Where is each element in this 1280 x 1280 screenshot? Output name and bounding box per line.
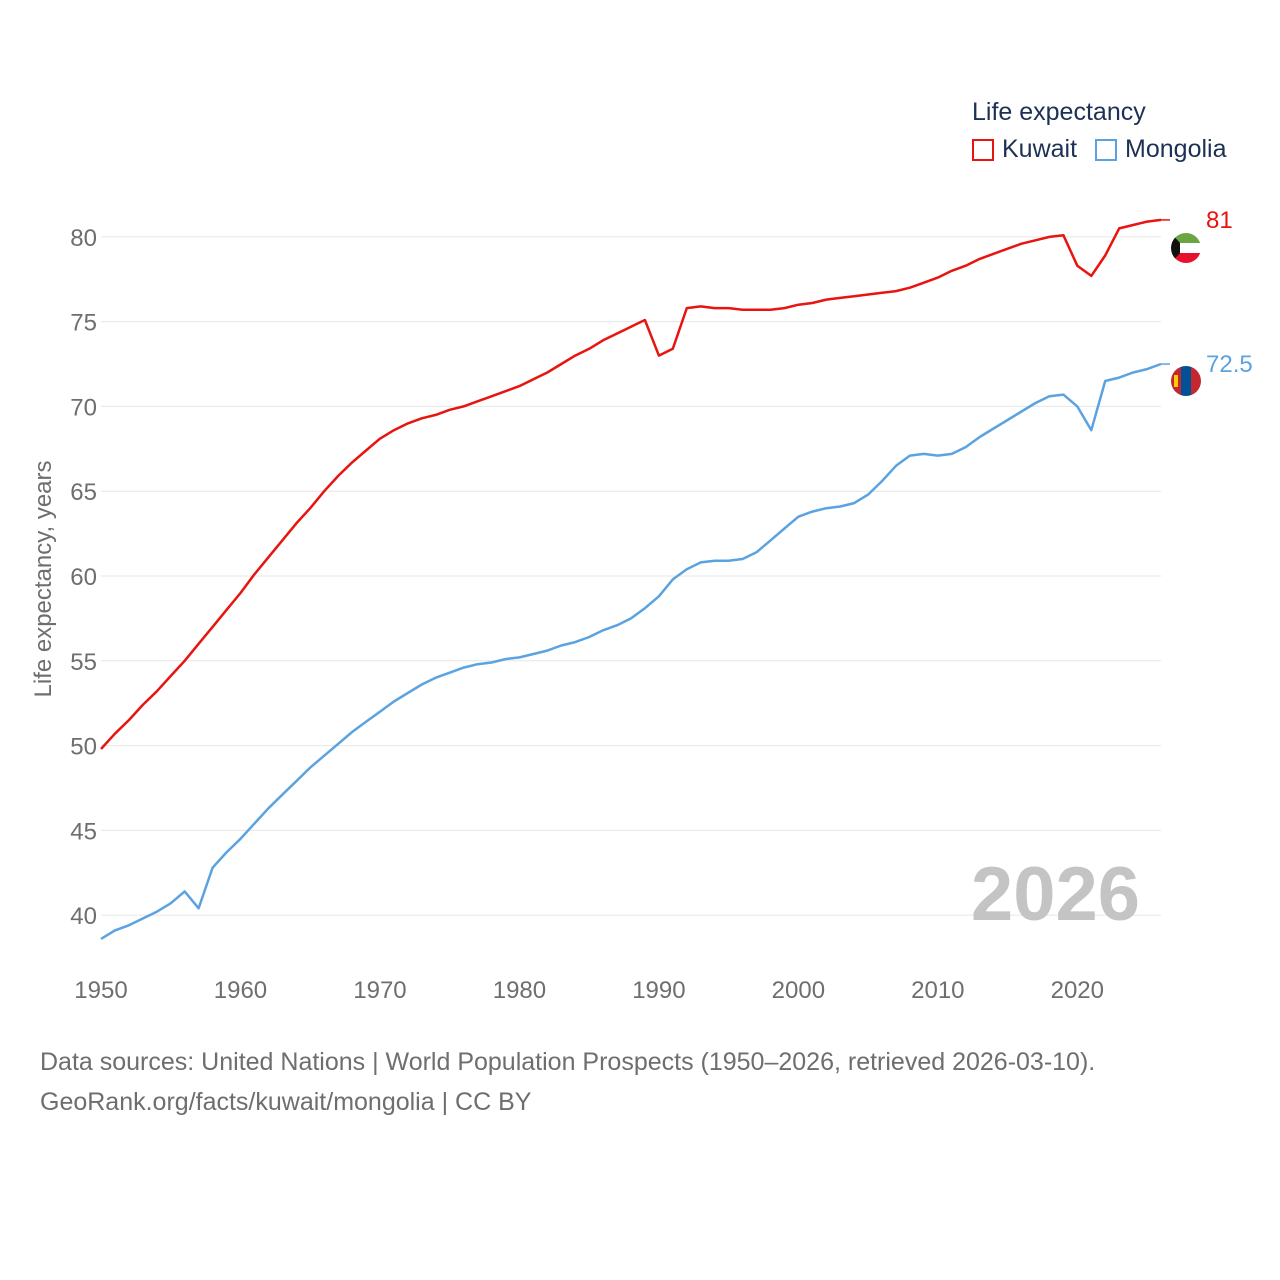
- x-axis-ticks: 1950 1960 1970 1980 1990 2000 2010 2020: [74, 977, 1104, 1004]
- x-tick-label: 2020: [1051, 977, 1104, 1004]
- y-axis-ticks: 40 45 50 55 60 65 70 75 80: [70, 225, 97, 930]
- series-line-kuwait[interactable]: [100, 218, 1162, 750]
- legend-item-mongolia[interactable]: Mongolia: [1095, 135, 1227, 164]
- x-tick-label: 1990: [632, 977, 685, 1004]
- x-tick-label: 2010: [911, 977, 964, 1004]
- legend-swatch-mongolia: [1095, 138, 1118, 161]
- x-tick-label: 1970: [353, 977, 406, 1004]
- kuwait-flag-icon: [1171, 233, 1201, 263]
- end-label-mongolia: 72.5: [1206, 351, 1253, 378]
- legend-label-mongolia: Mongolia: [1125, 135, 1227, 163]
- y-tick-label: 65: [70, 479, 97, 506]
- mongolia-flag-icon: [1171, 366, 1201, 396]
- y-tick-label: 70: [70, 394, 97, 421]
- y-tick-label: 45: [70, 818, 97, 845]
- y-tick-label: 50: [70, 734, 97, 761]
- y-tick-label: 40: [70, 903, 97, 930]
- legend: Life expectancy Kuwait Mongolia: [972, 98, 1245, 164]
- legend-swatch-kuwait: [972, 138, 994, 161]
- legend-title: Life expectancy: [972, 98, 1146, 126]
- source-link[interactable]: GeoRank.org/facts/kuwait/mongolia | CC B…: [40, 1088, 532, 1116]
- series-lines: [100, 218, 1170, 940]
- x-tick-label: 1950: [74, 977, 127, 1004]
- x-tick-label: 2000: [772, 977, 825, 1004]
- y-tick-label: 60: [70, 564, 97, 591]
- x-tick-label: 1980: [493, 977, 546, 1004]
- gridlines: [101, 236, 1161, 916]
- x-tick-label: 1960: [214, 977, 267, 1004]
- year-watermark: 2026: [971, 852, 1140, 937]
- y-tick-label: 75: [70, 310, 97, 337]
- source-line-1: Data sources: United Nations | World Pop…: [40, 1048, 1096, 1076]
- y-tick-label: 80: [70, 225, 97, 252]
- end-label-kuwait: 81: [1206, 207, 1233, 234]
- y-tick-label: 55: [70, 649, 97, 676]
- y-axis-label: Life expectancy, years: [30, 460, 57, 697]
- legend-label-kuwait: Kuwait: [1002, 135, 1078, 163]
- legend-item-kuwait[interactable]: Kuwait: [972, 135, 1077, 164]
- source-note: Data sources: United Nations | World Pop…: [40, 1042, 1095, 1122]
- end-labels: 81 72.5: [1206, 207, 1253, 378]
- series-line-mongolia[interactable]: [100, 362, 1162, 940]
